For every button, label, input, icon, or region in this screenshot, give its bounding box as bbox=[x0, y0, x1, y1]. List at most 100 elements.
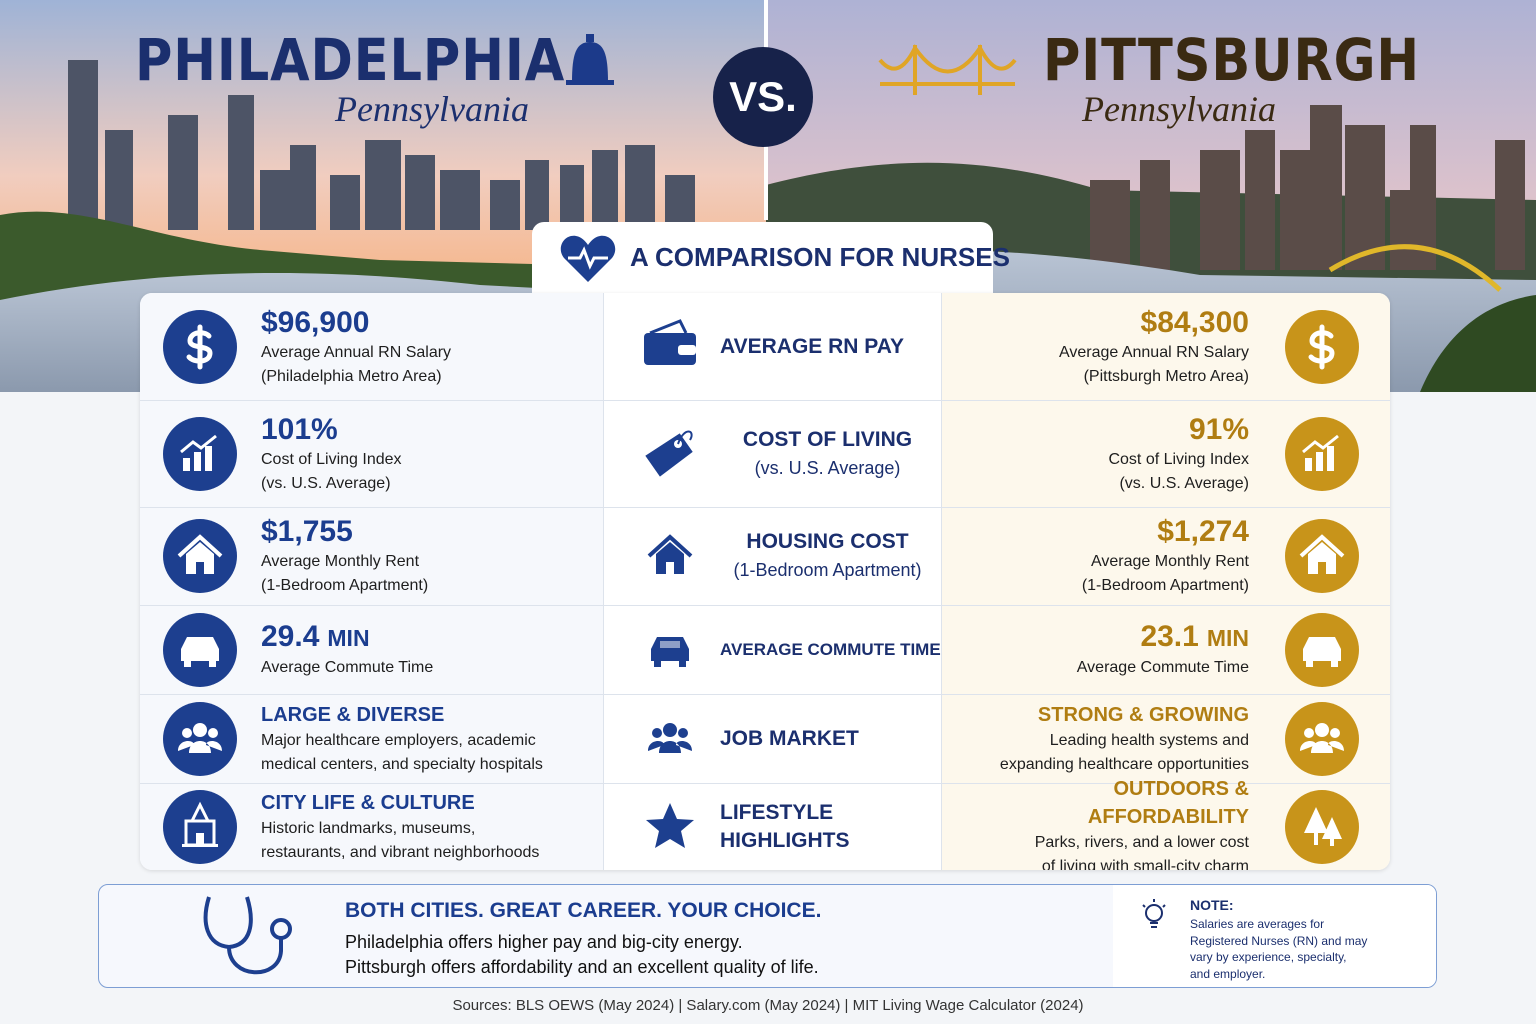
value-number: $1,755 bbox=[261, 515, 353, 548]
category-title: JOB MARKET bbox=[720, 726, 859, 750]
middle-cell: AVERAGE COMMUTE TIME bbox=[720, 605, 941, 694]
chart-icon bbox=[1285, 416, 1359, 491]
value: $84,300 bbox=[949, 305, 1249, 341]
row-divider bbox=[140, 400, 1390, 401]
description: Average Commute Time bbox=[261, 659, 434, 676]
value: 91% bbox=[949, 412, 1249, 448]
people-icon bbox=[648, 722, 692, 753]
note-line: Salaries are averages for bbox=[1190, 917, 1325, 931]
heading: OUTDOORS & AFFORDABILITY bbox=[1087, 777, 1249, 828]
car-icon bbox=[163, 612, 237, 687]
left-cell: CITY LIFE & CULTURE Historic landmarks, m… bbox=[261, 783, 601, 870]
left-state: Pennsylvania bbox=[335, 89, 529, 129]
note-line: and employer. bbox=[1190, 966, 1266, 981]
dollar-icon bbox=[163, 309, 237, 384]
description: Historic landmarks, museums, bbox=[261, 819, 476, 837]
value: 101% bbox=[261, 412, 601, 448]
category-subtitle: (vs. U.S. Average) bbox=[754, 457, 901, 478]
description: restaurants, and vibrant neighborhoods bbox=[261, 843, 540, 861]
bulb-icon bbox=[1142, 899, 1166, 928]
value: $96,900 bbox=[261, 305, 601, 341]
value: 23.1 MIN bbox=[949, 619, 1249, 656]
description: Average Commute Time bbox=[1076, 659, 1249, 676]
middle-cell: COST OF LIVING (vs. U.S. Average) bbox=[720, 400, 935, 507]
heading: STRONG & GROWING bbox=[1037, 703, 1249, 726]
sources: Sources: BLS OEWS (May 2024) | Salary.co… bbox=[452, 997, 1084, 1014]
value: $1,755 bbox=[261, 514, 601, 550]
description: of living with small-city charm bbox=[1041, 857, 1249, 871]
description: (1-Bedroom Apartment) bbox=[1081, 577, 1249, 594]
left-city: PHILADELPHIA bbox=[135, 26, 566, 94]
value-number: $84,300 bbox=[1140, 305, 1249, 339]
description: (vs. U.S. Average) bbox=[1119, 474, 1249, 492]
middle-cell: AVERAGE RN PAY bbox=[720, 293, 935, 400]
house-icon bbox=[1285, 519, 1359, 593]
description: Average Monthly Rent bbox=[1090, 553, 1249, 570]
description: Average Monthly Rent bbox=[261, 553, 420, 570]
column-divider bbox=[603, 293, 604, 870]
middle-cell: JOB MARKET bbox=[720, 694, 935, 783]
value-number: 29.4 bbox=[261, 620, 320, 653]
category-title: AVERAGE RN PAY bbox=[720, 334, 904, 358]
category-title: HOUSING COST bbox=[746, 530, 909, 553]
left-cell: LARGE & DIVERSE Major healthcare employer… bbox=[261, 694, 601, 783]
description: Parks, rivers, and a lower cost bbox=[1034, 833, 1249, 851]
description: expanding healthcare opportunities bbox=[999, 755, 1249, 773]
note-lines: Salaries are averages for Registered Nurs… bbox=[1190, 916, 1367, 982]
middle-cell: HOUSING COST (1-Bedroom Apartment) bbox=[720, 507, 935, 605]
row-divider bbox=[140, 694, 1390, 695]
description: Cost of Living Index bbox=[1108, 450, 1249, 468]
house-icon bbox=[163, 519, 237, 593]
heart-icon bbox=[560, 235, 616, 282]
dollar-icon bbox=[1285, 309, 1359, 384]
middle-cell: LIFESTYLE HIGHLIGHTS bbox=[720, 783, 935, 870]
car-icon bbox=[651, 636, 689, 667]
description: Cost of Living Index bbox=[261, 450, 402, 468]
value-number: $1,274 bbox=[1157, 515, 1249, 548]
right-cell: $1,274 Average Monthly Rent (1-Bedroom Apa… bbox=[949, 507, 1249, 605]
footer-lines: Philadelphia offers higher pay and big-c… bbox=[345, 930, 819, 980]
chart-icon bbox=[163, 416, 237, 491]
people-icon bbox=[163, 701, 237, 776]
footer-title: BOTH CITIES. GREAT CAREER. YOUR CHOICE. bbox=[345, 899, 822, 922]
right-city: PITTSBURGH bbox=[1043, 26, 1421, 94]
description: (Pittsburgh Metro Area) bbox=[1083, 367, 1249, 385]
row-divider bbox=[140, 783, 1390, 784]
description: Average Annual RN Salary bbox=[261, 343, 452, 361]
heading: CITY LIFE & CULTURE bbox=[261, 791, 475, 814]
banner-title: A COMPARISON FOR NURSES bbox=[630, 242, 1010, 272]
right-cell: STRONG & GROWING Leading health systems a… bbox=[949, 694, 1249, 783]
description: (1-Bedroom Apartment) bbox=[261, 577, 429, 594]
value: $1,274 bbox=[949, 514, 1249, 550]
right-cell: $84,300 Average Annual RN Salary (Pittsbur… bbox=[949, 293, 1249, 400]
left-cell: 29.4 MIN Average Commute Time bbox=[261, 605, 601, 694]
footer-line: Philadelphia offers higher pay and big-c… bbox=[345, 932, 743, 952]
footer-line: Pittsburgh offers affordability and an e… bbox=[345, 957, 819, 977]
building-icon bbox=[163, 789, 237, 864]
vs-badge: VS. bbox=[713, 47, 813, 147]
wallet-icon bbox=[644, 318, 696, 365]
left-cell: $96,900 Average Annual RN Salary (Philadel… bbox=[261, 293, 601, 400]
description: Average Annual RN Salary bbox=[1058, 343, 1249, 361]
description: (Philadelphia Metro Area) bbox=[261, 367, 442, 385]
row-divider bbox=[140, 507, 1390, 508]
description: medical centers, and specialty hospitals bbox=[261, 755, 543, 773]
category-title: COST OF LIVING bbox=[742, 427, 913, 451]
value-unit: MIN bbox=[327, 625, 370, 651]
value-number: $96,900 bbox=[261, 305, 370, 339]
note-line: Registered Nurses (RN) and may bbox=[1190, 933, 1368, 948]
category-title: HIGHLIGHTS bbox=[720, 828, 850, 852]
category-subtitle: (1-Bedroom Apartment) bbox=[733, 560, 922, 580]
comparison-table: $96,900 Average Annual RN Salary (Philadel… bbox=[140, 293, 1390, 870]
value-unit: MIN bbox=[1206, 625, 1249, 651]
description: Major healthcare employers, academic bbox=[261, 731, 536, 749]
description: Leading health systems and bbox=[1049, 731, 1249, 749]
note-box: NOTE: Salaries are averages for Registere… bbox=[1113, 885, 1436, 987]
category-title: AVERAGE COMMUTE TIME bbox=[720, 639, 941, 659]
category-title: LIFESTYLE bbox=[720, 800, 834, 824]
left-cell: 101% Cost of Living Index (vs. U.S. Averag… bbox=[261, 400, 601, 507]
tag-icon bbox=[645, 430, 693, 477]
value: 29.4 MIN bbox=[261, 619, 601, 656]
description: (vs. U.S. Average) bbox=[261, 474, 391, 492]
